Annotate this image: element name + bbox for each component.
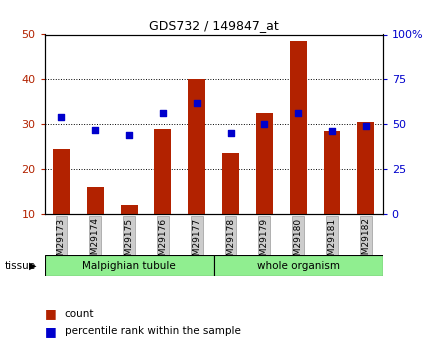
Bar: [256, 113, 273, 214]
Text: ■: ■: [44, 325, 56, 338]
Bar: [290, 41, 307, 214]
Text: GSM29174: GSM29174: [91, 217, 100, 266]
Text: GSM29176: GSM29176: [158, 217, 167, 267]
Point: [159, 111, 166, 116]
Point: [261, 121, 268, 127]
Point: [193, 100, 200, 106]
Bar: [154, 129, 171, 214]
Bar: [87, 187, 104, 214]
Text: tissue: tissue: [4, 261, 36, 270]
Text: GSM29181: GSM29181: [328, 217, 336, 267]
Bar: [121, 205, 138, 214]
Bar: [44, 255, 214, 276]
Text: count: count: [65, 309, 94, 319]
Title: GDS732 / 149847_at: GDS732 / 149847_at: [149, 19, 279, 32]
Text: percentile rank within the sample: percentile rank within the sample: [65, 326, 240, 336]
Point: [125, 132, 133, 138]
Text: GSM29180: GSM29180: [294, 217, 303, 267]
Point: [362, 123, 369, 129]
Text: GSM29182: GSM29182: [361, 217, 370, 266]
Text: GSM29178: GSM29178: [226, 217, 235, 267]
Bar: [324, 131, 340, 214]
Text: ▶: ▶: [29, 261, 36, 270]
Text: ■: ■: [44, 307, 56, 321]
Bar: [222, 153, 239, 214]
Text: Malpighian tubule: Malpighian tubule: [82, 261, 176, 270]
Text: whole organism: whole organism: [257, 261, 340, 270]
Point: [227, 130, 234, 136]
Text: GSM29177: GSM29177: [192, 217, 201, 267]
Point: [92, 127, 99, 132]
Bar: [53, 149, 70, 214]
Point: [328, 129, 336, 134]
Text: GSM29175: GSM29175: [125, 217, 134, 267]
Bar: [188, 79, 205, 214]
Bar: [357, 122, 374, 214]
Point: [295, 111, 302, 116]
Text: GSM29173: GSM29173: [57, 217, 66, 267]
Bar: [214, 255, 383, 276]
Point: [58, 114, 65, 120]
Text: GSM29179: GSM29179: [260, 217, 269, 267]
